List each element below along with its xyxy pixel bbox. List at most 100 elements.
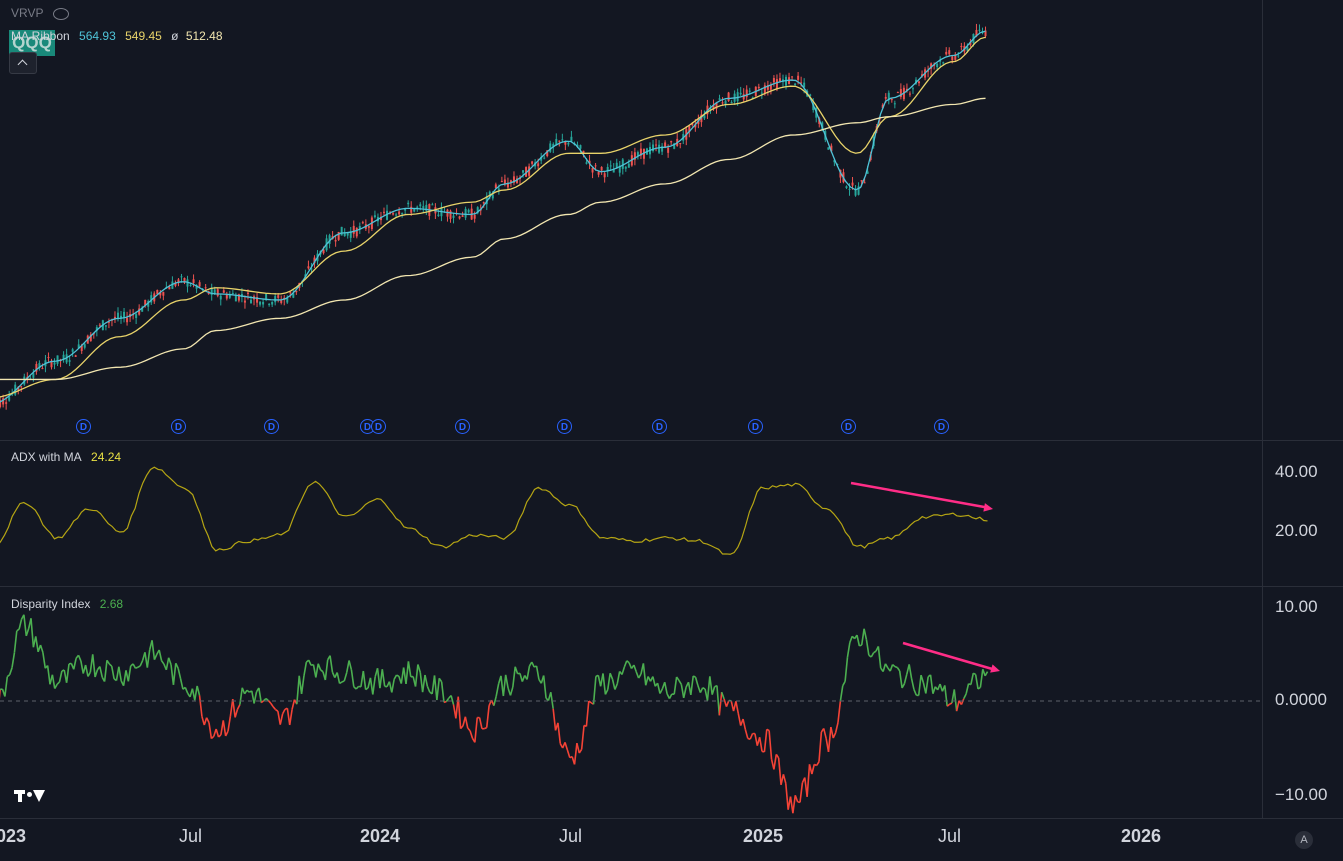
candle-body: [422, 206, 425, 209]
candle-body: [661, 146, 664, 152]
disparity-segment: [224, 730, 229, 737]
disparity-segment: [193, 685, 198, 701]
candle-body: [491, 194, 494, 199]
candle-body: [234, 295, 237, 302]
candle-body: [555, 138, 558, 146]
disparity-segment: [925, 676, 929, 694]
vrvp-label[interactable]: VRVP: [11, 6, 75, 20]
candle-body: [104, 325, 107, 327]
candle-body: [256, 297, 259, 303]
disparity-segment: [678, 679, 683, 685]
candle-body: [930, 63, 933, 69]
candle-body: [594, 165, 597, 167]
dividend-marker[interactable]: D: [371, 419, 386, 434]
disparity-segment: [766, 728, 770, 732]
dividend-marker[interactable]: D: [455, 419, 470, 434]
disparity-segment: [485, 705, 490, 728]
disparity-segment: [478, 717, 483, 729]
candle-body: [373, 215, 376, 218]
disparity-segment: [842, 680, 846, 687]
disparity-segment: [552, 708, 557, 731]
candle-body: [135, 314, 138, 318]
disparity-segment: [239, 687, 244, 705]
tradingview-logo[interactable]: [14, 787, 46, 805]
disparity-segment: [920, 674, 925, 684]
candle-body: [141, 307, 144, 312]
candle-body: [512, 176, 515, 183]
candle-body: [404, 208, 407, 211]
disparity-segment: [13, 630, 18, 653]
candle-body: [425, 204, 428, 211]
disparity-segment: [445, 697, 450, 703]
disparity-segment: [158, 649, 163, 661]
candle-body: [954, 54, 957, 60]
candle-body: [62, 354, 65, 360]
dividend-marker[interactable]: D: [171, 419, 186, 434]
disparity-segment: [11, 652, 16, 668]
eye-off-icon[interactable]: [52, 7, 69, 20]
candle-body: [56, 355, 59, 364]
disparity-segment: [970, 673, 975, 685]
disparity-segment: [329, 655, 334, 673]
candle-body: [458, 216, 461, 219]
candle-body: [464, 208, 467, 218]
dividend-marker[interactable]: D: [264, 419, 279, 434]
collapse-legend-button[interactable]: [9, 52, 37, 74]
candle-body: [609, 165, 612, 167]
disparity-segment: [692, 675, 696, 678]
candle-body: [68, 360, 71, 362]
candle-body: [797, 75, 800, 80]
disparity-segment: [300, 675, 305, 695]
disparity-segment: [234, 709, 239, 718]
candle-body: [150, 295, 153, 303]
candle-body: [343, 231, 346, 237]
disparity-segment: [350, 669, 355, 687]
candle-body: [975, 29, 978, 37]
dividend-marker[interactable]: D: [841, 419, 856, 434]
candle-body: [887, 92, 890, 101]
disparity-segment: [699, 687, 704, 694]
candle-body: [655, 144, 658, 146]
disparity-segment: [616, 671, 621, 685]
candle-body: [249, 299, 252, 304]
disparity-segment: [201, 716, 206, 726]
candle-body: [192, 279, 195, 283]
dividend-marker[interactable]: D: [748, 419, 763, 434]
disparity-segment: [846, 642, 851, 658]
auto-scale-button[interactable]: A: [1295, 831, 1313, 849]
candle-body: [908, 93, 911, 95]
disparity-segment: [315, 663, 319, 678]
candle-body: [893, 103, 896, 105]
disparity-legend[interactable]: Disparity Index 2.68: [11, 597, 129, 611]
disparity-segment: [267, 700, 272, 704]
disparity-segment: [652, 676, 657, 687]
disparity-segment: [723, 698, 728, 707]
candle-body: [694, 124, 697, 128]
dividend-marker[interactable]: D: [557, 419, 572, 434]
disparity-segment: [932, 686, 937, 694]
disparity-segment: [737, 713, 742, 726]
candle-body: [262, 302, 265, 305]
dividend-marker[interactable]: D: [934, 419, 949, 434]
candle-body: [349, 231, 352, 238]
adx-legend[interactable]: ADX with MA 24.24: [11, 450, 127, 464]
candle-body: [652, 144, 655, 152]
dividend-marker[interactable]: D: [76, 419, 91, 434]
candle-body: [918, 81, 921, 84]
candle-body: [295, 290, 298, 293]
candle-body: [785, 76, 788, 86]
symbol-badge[interactable]: QQQ: [9, 30, 55, 56]
candle-body: [47, 357, 50, 359]
candle-body: [395, 214, 398, 216]
disparity-segment: [773, 754, 778, 770]
ma-slow-line: [0, 97, 986, 381]
disparity-segment: [355, 685, 360, 690]
disparity-segment: [46, 665, 51, 685]
candle-body: [271, 301, 274, 305]
candle-body: [210, 288, 213, 295]
disparity-segment: [160, 660, 165, 665]
ma-ribbon-legend[interactable]: MA Ribbon 564.93 549.45 ø 512.48: [11, 29, 229, 43]
dividend-marker[interactable]: D: [652, 419, 667, 434]
disparity-segment: [94, 669, 99, 678]
